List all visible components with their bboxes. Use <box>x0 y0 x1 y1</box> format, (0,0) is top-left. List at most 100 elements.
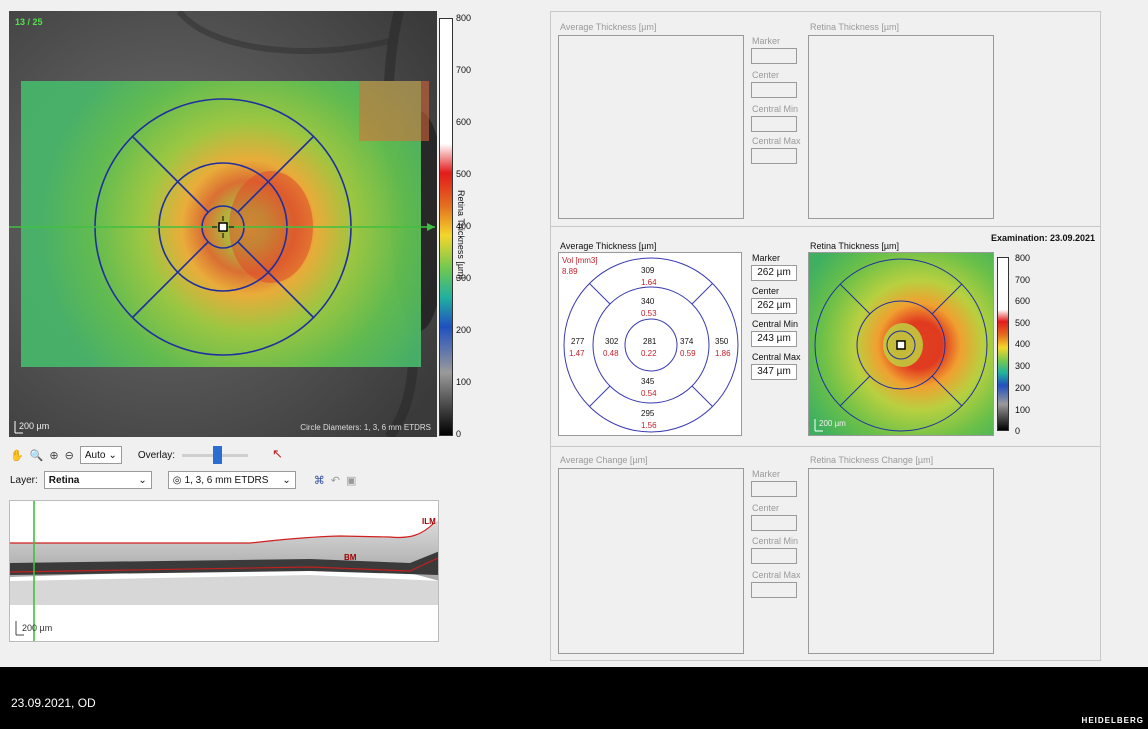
avg-thickness-grid-empty <box>558 35 744 219</box>
bscan-image[interactable]: 200 µm ILM BM <box>9 500 439 642</box>
sector-center-volume: 0.22 <box>641 349 657 358</box>
layer-select-value: Retina <box>48 474 80 486</box>
central-min-label: Central Min <box>752 319 799 329</box>
small-colorbar-tick: 600 <box>1015 296 1031 306</box>
small-colorbar-tick: 400 <box>1015 339 1031 349</box>
magnifier-icon[interactable]: 🔍 <box>29 449 44 462</box>
zoom-out-icon[interactable]: ⊖ <box>64 449 74 462</box>
etdrs-grid-lines <box>563 257 739 433</box>
central-max-value-box <box>751 582 797 598</box>
small-thickness-colorbar <box>997 257 1009 431</box>
layer-toolbar: Layer: Retina ⌄ ◎ 1, 3, 6 mm ETDRS ⌄ ⌘ ↶… <box>10 471 356 489</box>
hand-pan-icon[interactable]: ✋ <box>10 449 24 462</box>
center-label: Center <box>752 503 780 513</box>
retina-thickness-map[interactable]: 200 µm <box>808 252 994 436</box>
retina-thickness-map-graphic <box>809 253 993 435</box>
zoom-select[interactable]: Auto ⌄ <box>79 446 122 464</box>
grid-select-value: 1, 3, 6 mm ETDRS <box>184 474 269 486</box>
small-colorbar-tick: 700 <box>1015 275 1031 285</box>
small-colorbar-tick: 200 <box>1015 383 1031 393</box>
sector-outer-left-volume: 1.47 <box>569 349 585 358</box>
image-counter: 13 / 25 <box>15 17 43 27</box>
scale-label: 200 µm <box>19 421 50 431</box>
grid-target-icon: ◎ <box>172 474 182 486</box>
grid-select[interactable]: ◎ 1, 3, 6 mm ETDRS ⌄ <box>167 471 296 489</box>
central-min-value-box <box>751 548 797 564</box>
retina-thickness-map-empty <box>808 35 994 219</box>
colorbar-tick: 100 <box>456 377 472 387</box>
sector-inner-left-thickness: 302 <box>605 337 619 346</box>
chevron-down-icon: ⌄ <box>138 474 147 486</box>
chevron-down-icon: ⌄ <box>108 449 117 461</box>
colorbar-tick: 300 <box>456 273 472 283</box>
center-value-box <box>751 82 797 98</box>
center-grid-icon[interactable]: ⌘ <box>313 474 325 487</box>
small-colorbar-tick: 500 <box>1015 318 1031 328</box>
cursor-arrow-icon[interactable]: ↖ <box>272 446 283 461</box>
map-scale-label: 200 µm <box>819 419 846 428</box>
retina-change-label: Retina Thickness Change [µm] <box>810 455 934 465</box>
center-label: Center <box>752 70 780 80</box>
central-max-label: Central Max <box>752 136 801 146</box>
chevron-down-icon: ⌄ <box>282 474 291 486</box>
undo-icon[interactable]: ↶ <box>330 474 341 487</box>
central-max-value: 347 µm <box>751 364 797 380</box>
sector-inner-top-volume: 0.53 <box>641 309 657 318</box>
brand-logo: HEIDELBERG <box>1081 716 1144 725</box>
avg-change-grid-empty <box>558 468 744 654</box>
vol-total: 8.89 <box>562 267 578 276</box>
sector-outer-bottom-thickness: 295 <box>641 409 655 418</box>
layer-select[interactable]: Retina ⌄ <box>43 471 152 489</box>
exam-date-eye: 23.09.2021, OD <box>11 696 96 710</box>
colorbar-tick: 500 <box>456 169 472 179</box>
central-max-value-box <box>751 148 797 164</box>
thickness-colorbar <box>439 18 453 436</box>
central-min-label: Central Min <box>752 536 799 546</box>
central-min-label: Central Min <box>752 104 799 114</box>
center-value-box <box>751 515 797 531</box>
footer-bar <box>0 667 1148 729</box>
central-max-label: Central Max <box>752 570 801 580</box>
sector-inner-top-thickness: 340 <box>641 297 655 306</box>
marker-value-box <box>751 481 797 497</box>
avg-change-label: Average Change [µm] <box>560 455 648 465</box>
overlay-slider-thumb[interactable] <box>213 446 223 464</box>
avg-thickness-label: Average Thickness [µm] <box>560 241 657 251</box>
circle-caption: Circle Diameters: 1, 3, 6 mm ETDRS <box>300 423 431 432</box>
sector-outer-top-volume: 1.64 <box>641 278 657 287</box>
sector-outer-right-volume: 1.86 <box>715 349 731 358</box>
zoom-in-icon[interactable]: ⊕ <box>49 449 59 462</box>
colorbar-title: Retina Thickness [µm] <box>456 190 466 280</box>
sector-inner-bottom-thickness: 345 <box>641 377 655 386</box>
retina-thickness-label: Retina Thickness [µm] <box>810 22 900 32</box>
bscan-graphic <box>10 501 438 641</box>
layer-label: Layer: <box>10 474 38 486</box>
zoom-select-value: Auto <box>84 449 106 461</box>
ilm-label: ILM <box>422 517 436 526</box>
sector-outer-bottom-volume: 1.56 <box>641 421 657 430</box>
colorbar-tick: 0 <box>456 429 462 439</box>
sector-outer-top-thickness: 309 <box>641 266 655 275</box>
sector-inner-right-thickness: 374 <box>680 337 694 346</box>
sector-inner-left-volume: 0.48 <box>603 349 619 358</box>
small-colorbar-tick: 800 <box>1015 253 1031 263</box>
save-icon[interactable]: ▣ <box>346 474 357 487</box>
avg-thickness-label: Average Thickness [µm] <box>560 22 657 32</box>
etdrs-grid: Vol [mm3] 8.89 309 1.64 340 0.53 281 0.2… <box>558 252 742 436</box>
overlay-label: Overlay: <box>137 449 176 461</box>
central-min-value-box <box>751 116 797 132</box>
fundus-image <box>9 11 437 437</box>
retina-change-map-empty <box>808 468 994 654</box>
colorbar-tick: 200 <box>456 325 472 335</box>
vol-label: Vol [mm3] <box>562 256 598 265</box>
central-min-value: 243 µm <box>751 331 797 347</box>
central-max-label: Central Max <box>752 352 801 362</box>
marker-value-box <box>751 48 797 64</box>
sector-inner-bottom-volume: 0.54 <box>641 389 657 398</box>
bm-label: BM <box>344 553 357 562</box>
sector-center-thickness: 281 <box>643 337 657 346</box>
sector-outer-left-thickness: 277 <box>571 337 585 346</box>
panel-divider <box>550 226 1101 227</box>
fundus-thickness-map[interactable]: 13 / 25 200 µm Circle Diameters: 1, 3, 6… <box>9 11 437 437</box>
